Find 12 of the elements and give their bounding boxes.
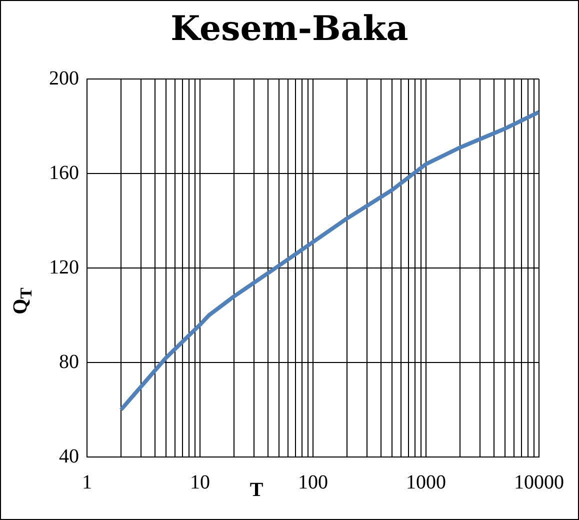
x-tick-label: 10000: [514, 471, 564, 494]
y-tick-label: 160: [49, 162, 79, 184]
y-tick-label: 120: [49, 256, 79, 278]
x-axis-title: T: [250, 479, 264, 502]
y-tick-label: 80: [59, 350, 79, 373]
y-tick-label: 40: [59, 445, 79, 468]
y-tick-label: 200: [49, 67, 79, 90]
x-tick-label: 10: [190, 471, 210, 494]
x-tick-label: 100: [298, 471, 328, 494]
x-tick-label: 1000: [406, 471, 446, 494]
chart-title: Kesem-Baka: [170, 9, 410, 49]
x-tick-label: 1: [82, 471, 92, 494]
